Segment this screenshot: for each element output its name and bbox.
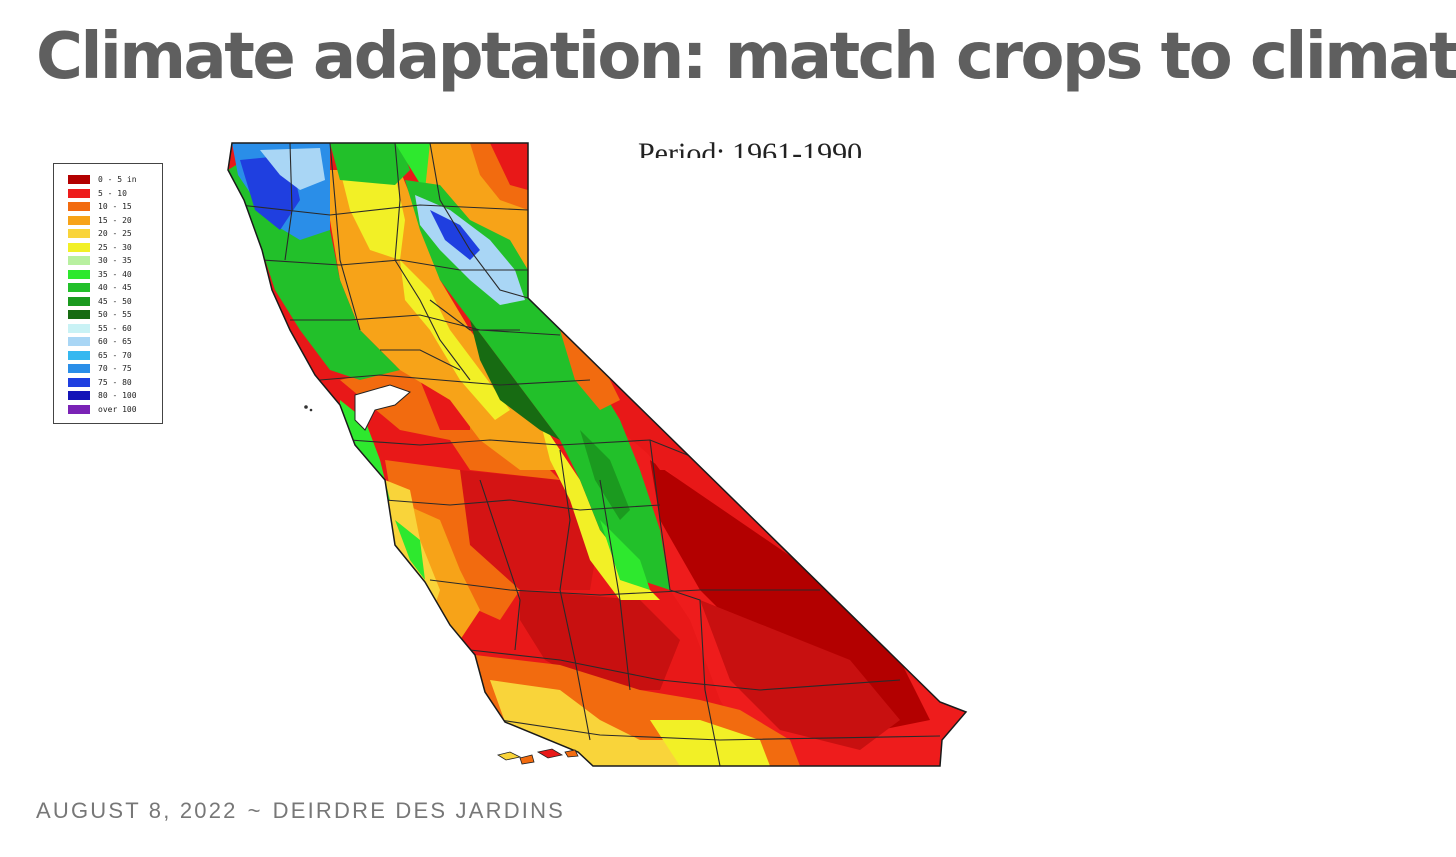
legend-label: 60 - 65	[98, 337, 132, 347]
period-label: Period: 1961-1990	[638, 137, 863, 158]
legend-item: 40 - 45	[68, 281, 137, 295]
legend-swatch	[68, 337, 90, 347]
legend-item: 5 - 10	[68, 187, 137, 201]
legend-item: 80 - 100	[68, 389, 137, 403]
legend-item: 55 - 60	[68, 322, 137, 336]
legend-label: 75 - 80	[98, 377, 132, 387]
legend-label: 50 - 55	[98, 310, 132, 320]
legend-swatch	[68, 377, 90, 387]
precipitation-legend: 0 - 5 in 5 - 10 10 - 15 15 - 20 20 - 25 25 - …	[53, 163, 163, 424]
precipitation-map-figure: Period: 1961-1990 0 - 5 in 5 - 10 10 - 15 1…	[0, 137, 1456, 770]
post-date[interactable]: AUGUST 8, 2022	[36, 798, 238, 823]
legend-label: 20 - 25	[98, 229, 132, 239]
california-precipitation-map	[227, 142, 968, 767]
san-francisco-bay	[354, 384, 411, 431]
legend-item: 50 - 55	[68, 308, 137, 322]
legend-item: 70 - 75	[68, 362, 137, 376]
legend-swatch	[68, 188, 90, 198]
county-boundaries	[239, 143, 941, 766]
legend-label: 0 - 5 in	[98, 175, 137, 185]
legend-swatch	[68, 283, 90, 293]
post-title[interactable]: Climate adaptation: match crops to clima…	[36, 20, 1456, 94]
legend-item: 45 - 50	[68, 295, 137, 309]
legend-label: 25 - 30	[98, 242, 132, 252]
legend-label: 70 - 75	[98, 364, 132, 374]
precipitation-zones	[228, 143, 966, 766]
legend-label: 30 - 35	[98, 256, 132, 266]
legend-swatch	[68, 296, 90, 306]
legend-swatch	[68, 310, 90, 320]
legend-items: 0 - 5 in 5 - 10 10 - 15 15 - 20 20 - 25 25 - …	[68, 173, 137, 416]
legend-label: 55 - 60	[98, 323, 132, 333]
legend-label: 35 - 40	[98, 269, 132, 279]
legend-swatch	[68, 229, 90, 239]
legend-label: 10 - 15	[98, 202, 132, 212]
legend-swatch	[68, 256, 90, 266]
legend-swatch	[68, 350, 90, 360]
legend-item: 65 - 70	[68, 349, 137, 363]
legend-label: 5 - 10	[98, 188, 127, 198]
legend-swatch	[68, 404, 90, 414]
legend-swatch	[68, 269, 90, 279]
legend-item: over 100	[68, 403, 137, 417]
legend-label: over 100	[98, 404, 137, 414]
legend-swatch	[68, 391, 90, 401]
channel-islands	[496, 748, 579, 765]
post-byline: AUGUST 8, 2022 ~ DEIRDRE DES JARDINS	[36, 798, 565, 824]
legend-item: 30 - 35	[68, 254, 137, 268]
legend-item: 75 - 80	[68, 376, 137, 390]
california-outline	[227, 142, 968, 767]
legend-item: 10 - 15	[68, 200, 137, 214]
legend-swatch	[68, 202, 90, 212]
legend-swatch	[68, 364, 90, 374]
legend-item: 35 - 40	[68, 268, 137, 282]
legend-swatch	[68, 323, 90, 333]
legend-swatch	[68, 242, 90, 252]
legend-item: 20 - 25	[68, 227, 137, 241]
legend-label: 80 - 100	[98, 391, 137, 401]
post-author[interactable]: DEIRDRE DES JARDINS	[272, 798, 566, 823]
legend-label: 45 - 50	[98, 296, 132, 306]
byline-separator: ~	[247, 798, 263, 823]
legend-swatch	[68, 215, 90, 225]
legend-label: 15 - 20	[98, 215, 132, 225]
legend-label: 65 - 70	[98, 350, 132, 360]
farallon-islands	[304, 405, 313, 412]
legend-item: 0 - 5 in	[68, 173, 137, 187]
legend-item: 60 - 65	[68, 335, 137, 349]
legend-item: 25 - 30	[68, 241, 137, 255]
legend-item: 15 - 20	[68, 214, 137, 228]
legend-label: 40 - 45	[98, 283, 132, 293]
legend-swatch	[68, 175, 90, 185]
